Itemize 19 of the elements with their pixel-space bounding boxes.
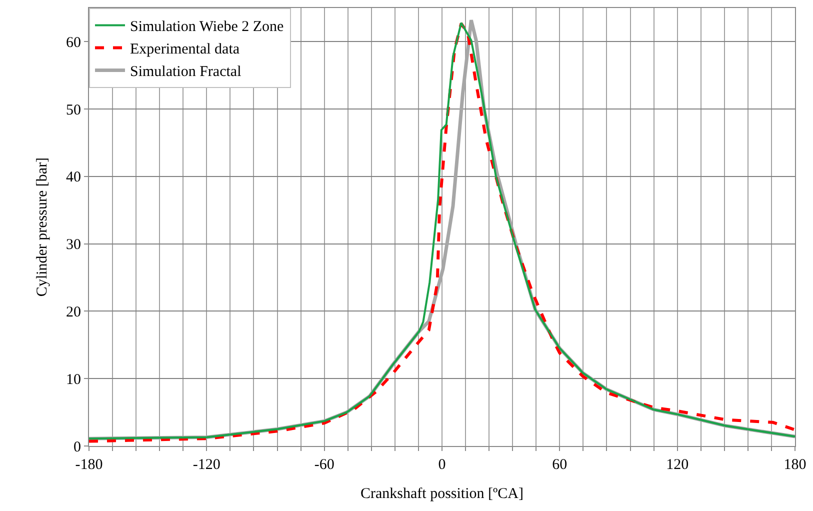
y-tick-label: 20 xyxy=(66,304,81,320)
y-tick-label: 50 xyxy=(66,102,81,118)
x-tick-label: 0 xyxy=(438,457,446,473)
x-tick-label: 120 xyxy=(666,457,689,473)
y-axis-title: Cylinder pressure [bar] xyxy=(34,157,50,297)
x-tick-label: -60 xyxy=(314,457,334,473)
y-tick-label: 0 xyxy=(74,439,81,456)
legend-label: Experimental data xyxy=(130,42,240,58)
y-tick-label: 40 xyxy=(66,170,81,186)
legend-label: Simulation Wiebe 2 Zone xyxy=(130,19,284,36)
legend-label: Simulation Fractal xyxy=(130,64,242,80)
y-tick-label: 30 xyxy=(66,237,81,254)
y-tick-label: 10 xyxy=(66,372,81,388)
x-tick-label: 180 xyxy=(784,457,806,473)
x-tick-label: -120 xyxy=(192,457,220,473)
x-tick-label: -180 xyxy=(75,457,103,473)
x-tick-label: 60 xyxy=(552,457,568,473)
x-axis-title: Crankshaft possition [ºCA] xyxy=(360,486,524,502)
y-tick-label: 60 xyxy=(66,34,81,51)
